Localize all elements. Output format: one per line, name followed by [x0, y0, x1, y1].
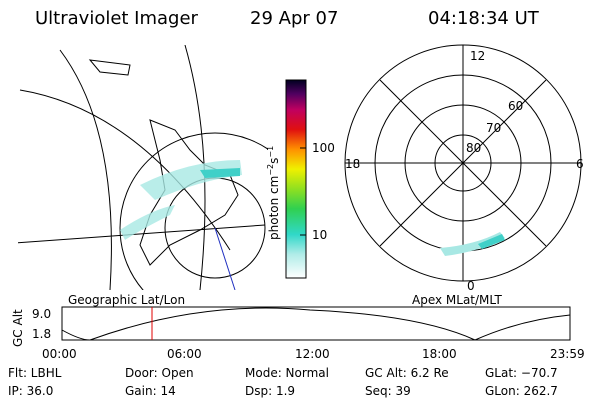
panel-label: Geographic Lat/Lon — [68, 293, 185, 307]
info-field: Flt: LBHL — [8, 366, 62, 380]
mlat-label: 80 — [466, 141, 481, 155]
altitude-label: GC Alt — [11, 309, 25, 347]
polar-plot — [344, 44, 582, 282]
info-field: Door: Open — [125, 366, 194, 380]
panel-label: Apex MLat/MLT — [412, 293, 502, 307]
mlt-label: 6 — [576, 157, 584, 171]
date: 29 Apr 07 — [250, 8, 338, 29]
x-tick-label: 23:59 — [550, 347, 585, 361]
y-tick-label: 9.0 — [32, 307, 51, 321]
colorbar-tick-label: 10 — [312, 228, 327, 242]
colorbar — [285, 79, 307, 279]
title: Ultraviolet Imager — [35, 8, 199, 29]
x-tick-label: 18:00 — [422, 347, 457, 361]
x-tick-label: 00:00 — [42, 347, 77, 361]
info-field: GLat: −70.7 — [485, 366, 558, 380]
altitude-curve — [61, 307, 571, 341]
colorbar-tick-label: 100 — [312, 141, 335, 155]
info-field: Mode: Normal — [245, 366, 329, 380]
x-tick-label: 12:00 — [295, 347, 330, 361]
info-field: IP: 36.0 — [8, 384, 53, 398]
time: 04:18:34 UT — [428, 8, 540, 29]
info-field: Dsp: 1.9 — [245, 384, 295, 398]
y-tick-label: 1.8 — [32, 327, 51, 341]
mlt-label: 18 — [345, 157, 360, 171]
info-field: GLon: 262.7 — [485, 384, 558, 398]
x-tick-label: 06:00 — [167, 347, 202, 361]
mlt-label: 12 — [470, 49, 485, 63]
geo-map — [18, 45, 268, 290]
mlat-label: 70 — [486, 121, 501, 135]
info-field: Seq: 39 — [365, 384, 411, 398]
info-block: Flt: LBHL Door: Open Mode: Normal GC Alt: 6… — [8, 366, 558, 398]
mlat-label: 60 — [508, 99, 523, 113]
info-field: GC Alt: 6.2 Re — [365, 366, 449, 380]
info-field: Gain: 14 — [125, 384, 176, 398]
colorbar-unit: photon cm−2s−1 — [266, 146, 281, 240]
mlt-label: 0 — [467, 279, 475, 293]
altitude-frame — [61, 306, 571, 341]
